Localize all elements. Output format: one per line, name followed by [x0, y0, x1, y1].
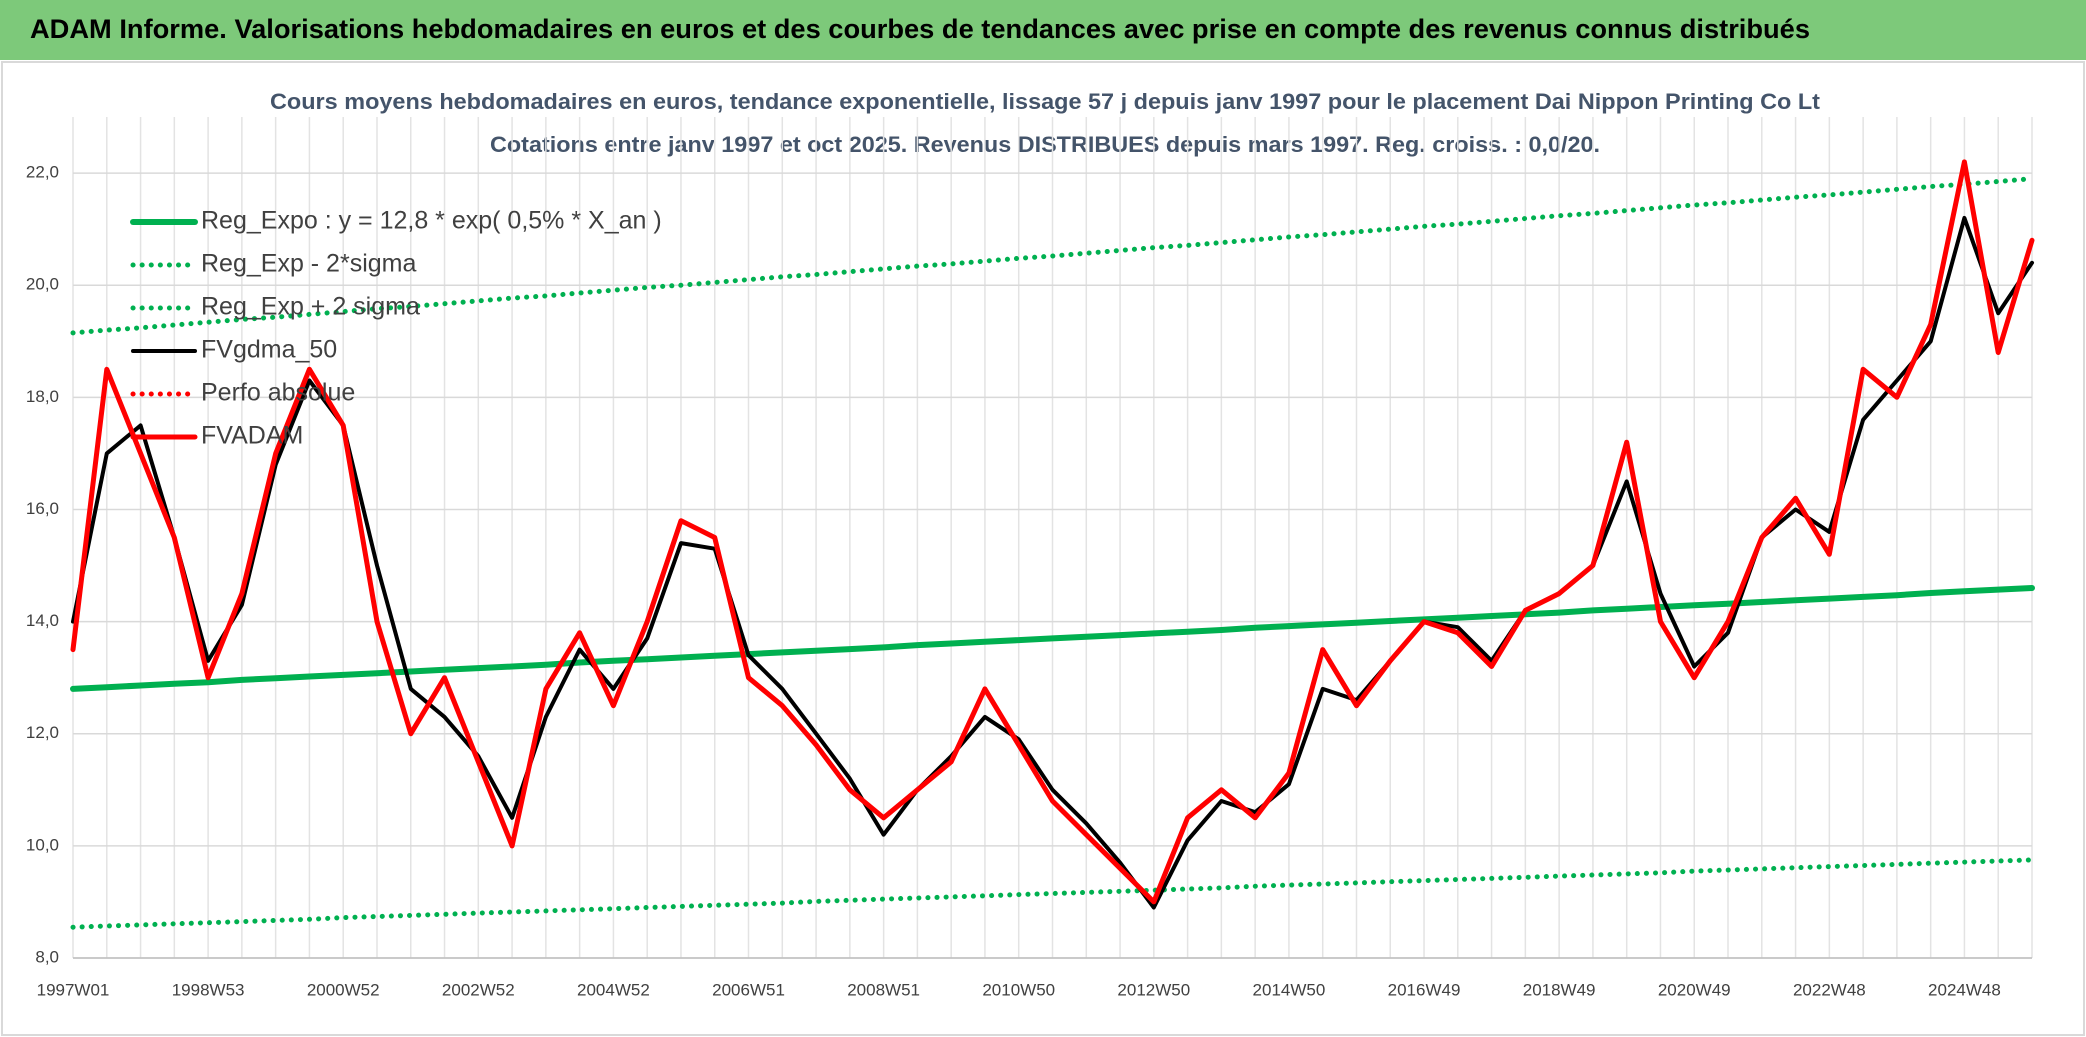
x-tick-label: 2004W52	[577, 980, 650, 999]
legend-label: Reg_Exp + 2 sigma	[201, 293, 420, 321]
y-tick-label: 16,0	[26, 499, 59, 518]
y-tick-label: 18,0	[26, 387, 59, 406]
series-line	[70, 857, 2035, 930]
legend-label: Reg_Exp - 2*sigma	[201, 250, 416, 278]
legend-label: Perfo absolue	[201, 379, 355, 407]
x-tick-label: 2020W49	[1658, 980, 1731, 999]
x-tick-label: 1998W53	[172, 980, 245, 999]
x-tick-label: 2014W50	[1253, 980, 1326, 999]
y-tick-label: 10,0	[26, 835, 59, 854]
x-tick-label: 2010W50	[982, 980, 1055, 999]
legend-label: Reg_Expo : y = 12,8 * exp( 0,5% * X_an )	[201, 207, 662, 235]
legend-label: FVgdma_50	[201, 336, 337, 364]
x-tick-label: 2016W49	[1388, 980, 1461, 999]
chart-title: Cours moyens hebdomadaires en euros, ten…	[270, 89, 1821, 114]
x-tick-label: 2008W51	[847, 980, 920, 999]
legend-label: FVADAM	[201, 422, 303, 450]
y-tick-label: 20,0	[26, 275, 59, 294]
series-line	[70, 176, 2035, 336]
x-tick-label: 2018W49	[1523, 980, 1596, 999]
header-bar	[0, 0, 2086, 60]
series-line	[70, 585, 2035, 692]
header-title: ADAM Informe. Valorisations hebdomadaire…	[30, 14, 1810, 44]
x-tick-label: 2012W50	[1117, 980, 1190, 999]
chart-subtitle: Cotations entre janv 1997 et oct 2025. R…	[490, 132, 1600, 157]
x-tick-label: 2006W51	[712, 980, 785, 999]
y-tick-label: 8,0	[35, 947, 59, 966]
y-tick-label: 12,0	[26, 723, 59, 742]
series-line	[70, 159, 2035, 905]
y-tick-label: 14,0	[26, 611, 59, 630]
plot-area: 1997W01 1998W53 2000W52 2002W52 2004W52 2006W…	[26, 117, 2035, 999]
x-tick-label: 2022W48	[1793, 980, 1866, 999]
y-tick-label: 22,0	[26, 163, 59, 182]
x-tick-label: 2024W48	[1928, 980, 2001, 999]
x-tick-label: 2000W52	[307, 980, 380, 999]
x-tick-label: 1997W01	[37, 980, 110, 999]
chart-frame	[1, 61, 2085, 1036]
x-tick-label: 2002W52	[442, 980, 515, 999]
